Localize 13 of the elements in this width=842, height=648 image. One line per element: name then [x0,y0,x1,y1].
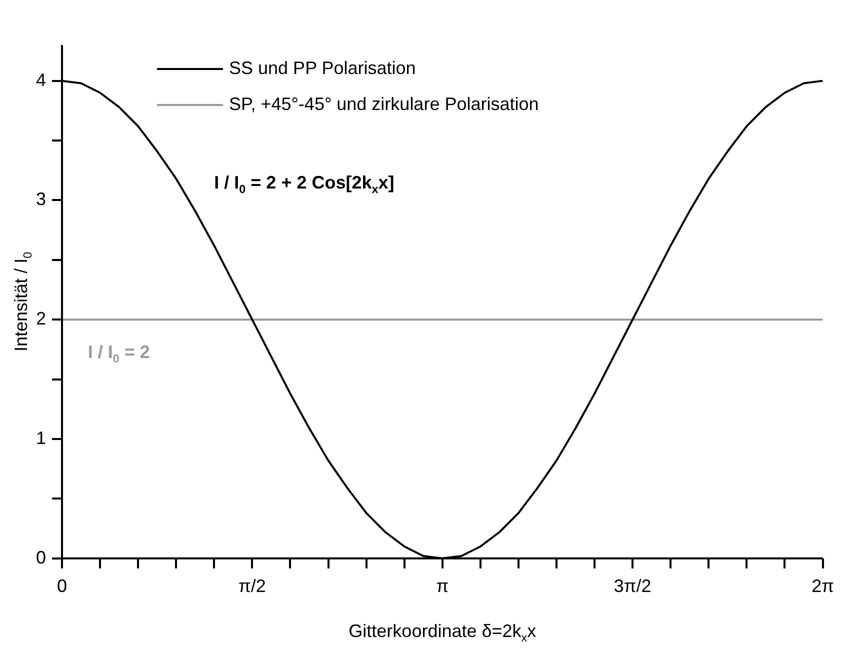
y-tick-label: 1 [36,428,46,448]
y-tick-label: 0 [36,547,46,568]
y-tick-label: 4 [36,70,46,90]
y-tick-label: 2 [36,308,46,329]
y-tick-label: 3 [36,189,46,210]
y-axis-title: Intensität / I0 [10,251,35,352]
x-tick-label: 2π [812,576,834,596]
x-tick-label: 3π/2 [614,576,652,596]
x-tick-label: π/2 [238,576,266,596]
legend-label: SS und PP Polarisation [229,58,416,78]
legend-label: SP, +45°-45° und zirkulare Polarisation [229,94,539,114]
x-tick-label: 0 [57,576,68,596]
x-tick-label: π [436,576,449,596]
